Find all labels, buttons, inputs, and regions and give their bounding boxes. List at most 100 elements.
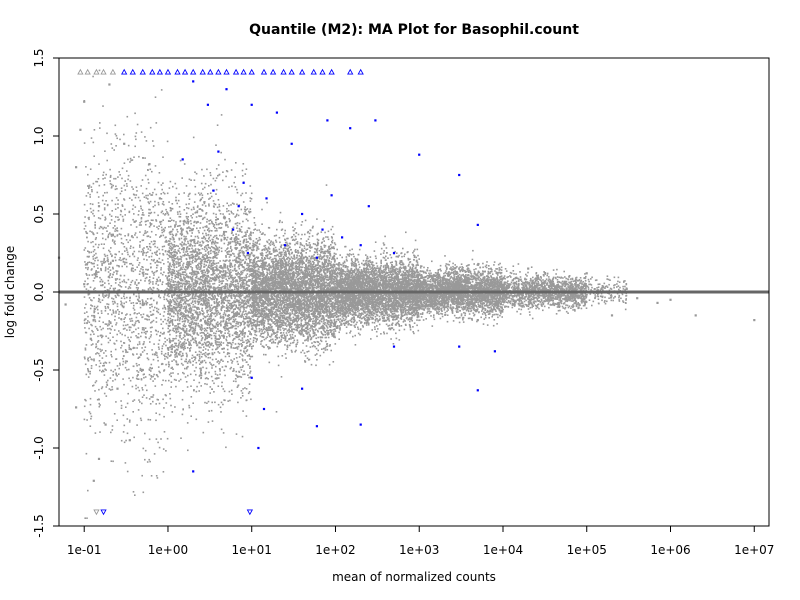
data-point <box>110 253 112 255</box>
data-point <box>171 315 173 317</box>
data-point <box>186 259 188 261</box>
data-point <box>108 337 110 339</box>
data-point <box>215 214 217 216</box>
data-point <box>242 299 244 301</box>
data-point <box>176 288 178 290</box>
data-point <box>183 274 185 276</box>
data-point <box>153 343 155 345</box>
data-point <box>218 199 220 201</box>
data-point <box>106 230 108 232</box>
data-point <box>109 388 111 390</box>
data-point <box>96 257 98 259</box>
data-point <box>170 386 172 388</box>
data-point <box>225 327 227 329</box>
data-point <box>241 209 243 211</box>
data-point <box>95 276 97 278</box>
data-point <box>164 227 166 229</box>
data-point <box>179 304 181 306</box>
data-point <box>205 356 207 358</box>
data-point <box>168 275 170 277</box>
data-point <box>190 241 192 243</box>
data-point <box>137 320 139 322</box>
data-point <box>104 368 106 370</box>
data-point <box>95 432 97 434</box>
data-point <box>187 315 189 317</box>
data-point <box>148 209 150 211</box>
data-point <box>246 244 248 246</box>
data-point <box>224 332 226 334</box>
data-point <box>143 275 145 277</box>
data-point <box>208 264 210 266</box>
data-point <box>143 492 145 494</box>
data-point <box>205 372 207 374</box>
data-point <box>243 351 245 353</box>
data-point <box>126 329 128 331</box>
data-point <box>200 361 202 363</box>
data-point <box>90 418 92 420</box>
data-point <box>170 376 172 378</box>
data-point <box>204 261 206 263</box>
data-point <box>191 321 193 323</box>
data-point <box>189 330 191 332</box>
data-point <box>217 351 219 353</box>
data-point <box>246 231 248 233</box>
data-point <box>250 234 252 236</box>
data-point <box>90 168 92 170</box>
data-point <box>147 298 149 300</box>
data-point <box>198 258 200 260</box>
data-point <box>87 490 89 492</box>
data-point <box>226 248 228 250</box>
data-point <box>216 168 218 170</box>
data-point <box>141 218 143 220</box>
data-point <box>221 114 223 116</box>
data-point <box>104 374 106 376</box>
data-point <box>215 230 217 232</box>
data-point <box>92 263 94 265</box>
data-point <box>127 252 129 254</box>
data-point <box>146 197 148 199</box>
data-point <box>128 339 130 341</box>
data-point <box>124 264 126 266</box>
data-point <box>114 369 116 371</box>
data-point <box>250 259 252 261</box>
data-point <box>144 332 146 334</box>
data-point <box>99 404 101 406</box>
data-point <box>138 371 140 373</box>
data-point <box>140 336 142 338</box>
data-point <box>128 345 130 347</box>
data-point <box>204 203 206 205</box>
data-point <box>217 175 219 177</box>
data-point <box>190 335 192 337</box>
data-point <box>173 338 175 340</box>
data-point <box>186 328 188 330</box>
data-point <box>202 354 204 356</box>
data-point <box>205 336 207 338</box>
data-point <box>197 264 199 266</box>
data-point <box>215 366 217 368</box>
data-point <box>227 285 229 287</box>
data-point <box>154 307 156 309</box>
data-point <box>243 306 245 308</box>
data-point <box>148 235 150 237</box>
data-point <box>165 395 167 397</box>
data-point <box>145 346 147 348</box>
data-point <box>87 316 89 318</box>
data-point <box>218 312 220 314</box>
data-point <box>215 193 217 195</box>
data-point <box>220 332 222 334</box>
data-point <box>216 313 218 315</box>
data-point <box>205 245 207 247</box>
data-point <box>227 287 229 289</box>
data-point <box>210 172 212 174</box>
data-point <box>231 275 233 277</box>
data-point <box>115 373 117 375</box>
data-point <box>153 374 155 376</box>
data-point <box>187 422 189 424</box>
data-point <box>149 283 151 285</box>
data-point <box>244 333 246 335</box>
data-point <box>194 256 196 258</box>
data-point <box>203 333 205 335</box>
data-point <box>223 352 225 354</box>
data-point <box>237 243 239 245</box>
data-point <box>100 270 102 272</box>
